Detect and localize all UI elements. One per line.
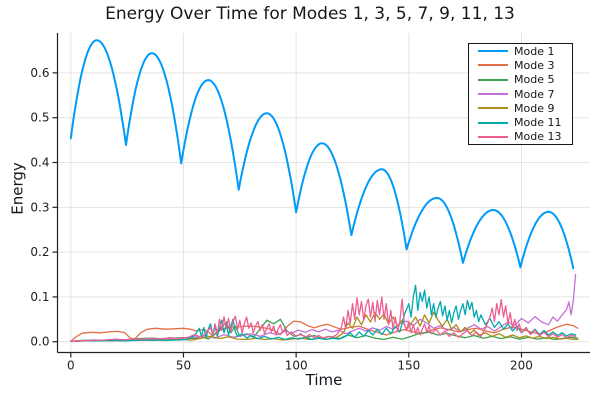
legend-label: Mode 7 (514, 87, 555, 101)
legend-line-sample (478, 107, 508, 110)
legend-item-mode-13: Mode 13 (469, 130, 572, 144)
legend-line-sample (478, 64, 508, 67)
legend-line-sample (478, 93, 508, 95)
legend-line-sample (478, 50, 508, 53)
y-tick-label: 0.2 (30, 245, 49, 259)
series-mode-9 (70, 311, 579, 342)
legend-line-sample (478, 135, 508, 138)
x-tick-label: 50 (176, 359, 191, 373)
legend-label: Mode 13 (514, 130, 562, 144)
chart-title: Energy Over Time for Modes 1, 3, 5, 7, 9… (105, 4, 515, 24)
y-tick-label: 0.4 (30, 156, 49, 170)
x-tick-label: 200 (510, 359, 533, 373)
y-tick-label: 0.3 (30, 200, 49, 214)
y-tick-label: 0.0 (30, 335, 49, 349)
legend-item-mode-5: Mode 5 (469, 73, 572, 87)
legend-item-mode-7: Mode 7 (469, 87, 572, 101)
y-tick-label: 0.1 (30, 290, 49, 304)
legend-label: Mode 5 (514, 73, 555, 87)
legend-line-sample (478, 78, 508, 81)
legend-item-mode-1: Mode 1 (469, 44, 572, 58)
legend: Mode 1 Mode 3 Mode 5 Mode 7 Mode 9 Mode 11 Mod… (468, 43, 573, 145)
legend-item-mode-9: Mode 9 (469, 101, 572, 115)
legend-line-sample (478, 121, 508, 124)
x-axis-title: Time (305, 371, 343, 389)
legend-label: Mode 11 (514, 116, 562, 130)
y-tick-label: 0.6 (30, 66, 49, 80)
x-tick-label: 150 (397, 359, 420, 373)
legend-label: Mode 1 (514, 44, 555, 58)
legend-item-mode-3: Mode 3 (469, 58, 572, 72)
legend-item-mode-11: Mode 11 (469, 115, 572, 129)
y-tick-label: 0.5 (30, 111, 49, 125)
x-tick-label: 100 (285, 359, 308, 373)
series-mode-13 (70, 296, 577, 342)
x-tick-label: 0 (67, 359, 75, 373)
y-axis-title: Energy (8, 162, 27, 215)
series-mode-1 (69, 39, 575, 270)
legend-label: Mode 3 (514, 58, 555, 72)
legend-label: Mode 9 (514, 101, 555, 115)
series-mode-3 (70, 320, 579, 342)
